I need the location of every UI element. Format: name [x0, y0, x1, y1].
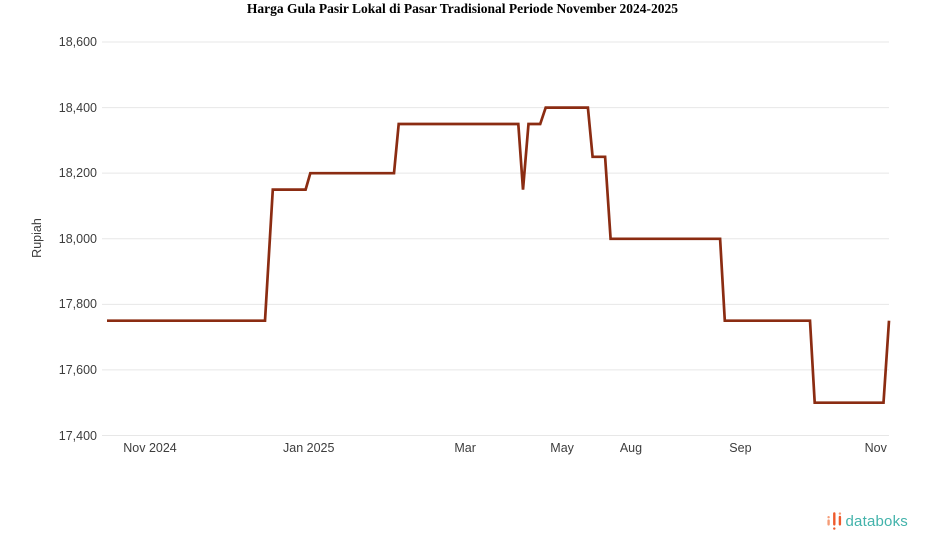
- x-tick-label: Jan 2025: [283, 441, 335, 455]
- chart-title: Harga Gula Pasir Lokal di Pasar Tradisio…: [246, 1, 679, 16]
- x-tick-label: Mar: [454, 441, 476, 455]
- y-tick-label: 18,200: [58, 166, 97, 181]
- databoks-logo-text: databoks: [845, 512, 908, 530]
- x-tick-label: Sep: [729, 441, 752, 455]
- databoks-logo[interactable]: databoks: [826, 510, 908, 532]
- y-tick-label: 17,600: [58, 362, 97, 377]
- databoks-logo-icon: [826, 512, 841, 530]
- y-tick-label: 18,000: [58, 231, 97, 246]
- price-line-series: [107, 106, 891, 405]
- y-tick-label: 18,400: [58, 100, 97, 115]
- y-tick-label: 17,400: [58, 428, 97, 443]
- x-tick-label: May: [550, 441, 574, 455]
- y-tick-label: 17,800: [58, 297, 97, 312]
- x-tick-label: Nov 2024: [123, 441, 177, 455]
- x-tick-label: Aug: [619, 441, 643, 455]
- x-tick-label: Nov: [864, 441, 887, 455]
- y-tick-label: 18,600: [58, 35, 97, 49]
